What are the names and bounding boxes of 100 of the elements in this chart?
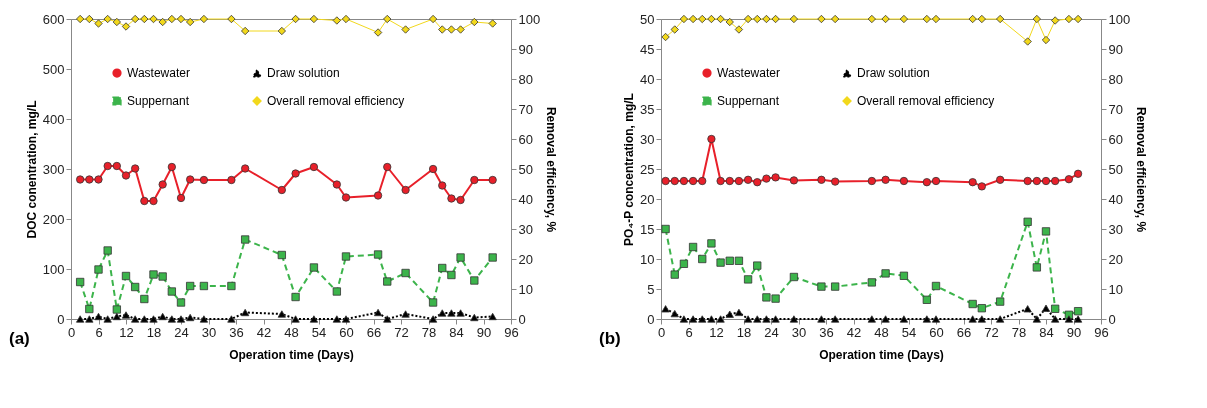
point xyxy=(131,164,140,173)
point xyxy=(698,176,707,186)
point xyxy=(679,259,689,268)
point xyxy=(817,282,826,291)
x-tick-label: 6 xyxy=(685,324,693,340)
y2-tick-label: 90 xyxy=(1108,41,1123,57)
point xyxy=(158,17,167,27)
point xyxy=(670,176,679,186)
x-tick-label: 72 xyxy=(394,324,409,340)
point xyxy=(789,176,799,185)
point xyxy=(1032,176,1041,186)
point xyxy=(716,315,725,323)
point xyxy=(103,14,112,24)
y2-tick-label: 60 xyxy=(518,131,533,147)
point xyxy=(725,17,734,27)
point xyxy=(149,196,158,206)
point xyxy=(771,315,780,323)
point xyxy=(149,315,158,323)
point xyxy=(291,169,300,178)
point xyxy=(881,14,890,24)
point xyxy=(199,14,209,24)
point xyxy=(734,176,744,186)
point xyxy=(85,315,94,323)
point xyxy=(470,313,479,322)
point xyxy=(867,14,876,24)
point xyxy=(176,14,186,24)
point xyxy=(428,298,438,307)
point xyxy=(1073,169,1083,178)
point xyxy=(438,263,447,273)
point xyxy=(831,177,840,186)
point xyxy=(725,310,734,318)
point xyxy=(309,263,319,272)
x-tick-label: 42 xyxy=(846,324,862,340)
y-tick-label: 10 xyxy=(640,251,655,267)
point xyxy=(438,309,447,317)
y-tick-label: 500 xyxy=(42,61,65,77)
point xyxy=(401,310,410,318)
point xyxy=(707,239,716,248)
legend-label: Wastewater xyxy=(127,66,190,81)
y2-tick-label: 0 xyxy=(1108,311,1116,327)
legend-label: Draw solution xyxy=(267,66,340,81)
point xyxy=(158,272,167,281)
point xyxy=(488,253,497,262)
x-tick-label: 96 xyxy=(1094,324,1109,340)
point xyxy=(103,246,112,255)
x-tick-label: 78 xyxy=(1011,324,1027,340)
point xyxy=(716,258,725,267)
point xyxy=(831,14,840,24)
point xyxy=(1051,16,1060,25)
point xyxy=(1064,14,1074,24)
point xyxy=(186,175,195,184)
y2-tick-label: 80 xyxy=(518,71,533,87)
y2-tick-label: 10 xyxy=(518,281,533,297)
point xyxy=(447,25,456,34)
point xyxy=(373,191,383,200)
point xyxy=(131,14,140,24)
point xyxy=(241,308,250,317)
x-tick-label: 12 xyxy=(119,324,134,340)
point xyxy=(383,315,392,323)
point xyxy=(725,176,734,186)
x-tick-label: 54 xyxy=(901,324,917,340)
point xyxy=(899,271,909,280)
y-tick-label: 600 xyxy=(42,11,65,27)
point xyxy=(817,14,826,24)
y2-tick-label: 10 xyxy=(1108,281,1123,297)
y2-axis-title: Removal efficiency, % xyxy=(544,106,559,233)
point xyxy=(167,14,176,24)
point xyxy=(112,161,121,171)
point xyxy=(688,315,698,323)
y2-tick-label: 100 xyxy=(518,11,541,27)
point xyxy=(438,25,447,34)
point xyxy=(698,315,707,323)
x-tick-label: 36 xyxy=(229,324,244,340)
y-tick-label: 0 xyxy=(57,311,65,327)
y2-tick-label: 40 xyxy=(518,191,533,207)
point xyxy=(186,17,195,27)
y2-tick-label: 20 xyxy=(1108,251,1123,267)
point xyxy=(332,315,341,323)
point xyxy=(931,14,941,24)
y-tick-label: 100 xyxy=(42,261,65,277)
point xyxy=(1064,315,1074,323)
point xyxy=(922,14,931,24)
x-tick-label: 78 xyxy=(421,324,437,340)
point xyxy=(140,196,149,206)
point xyxy=(661,32,670,42)
y-tick-label: 400 xyxy=(42,111,65,127)
point xyxy=(199,315,209,323)
point xyxy=(176,193,186,203)
point xyxy=(341,14,351,24)
point xyxy=(1023,305,1032,313)
point xyxy=(149,14,158,24)
point xyxy=(428,315,438,323)
point xyxy=(470,17,479,27)
point xyxy=(1064,175,1074,184)
point xyxy=(968,178,977,187)
y-tick-label: 50 xyxy=(640,11,655,27)
y-tick-label: 45 xyxy=(640,41,655,57)
point xyxy=(1041,304,1051,312)
point xyxy=(661,176,670,186)
point xyxy=(831,282,840,291)
